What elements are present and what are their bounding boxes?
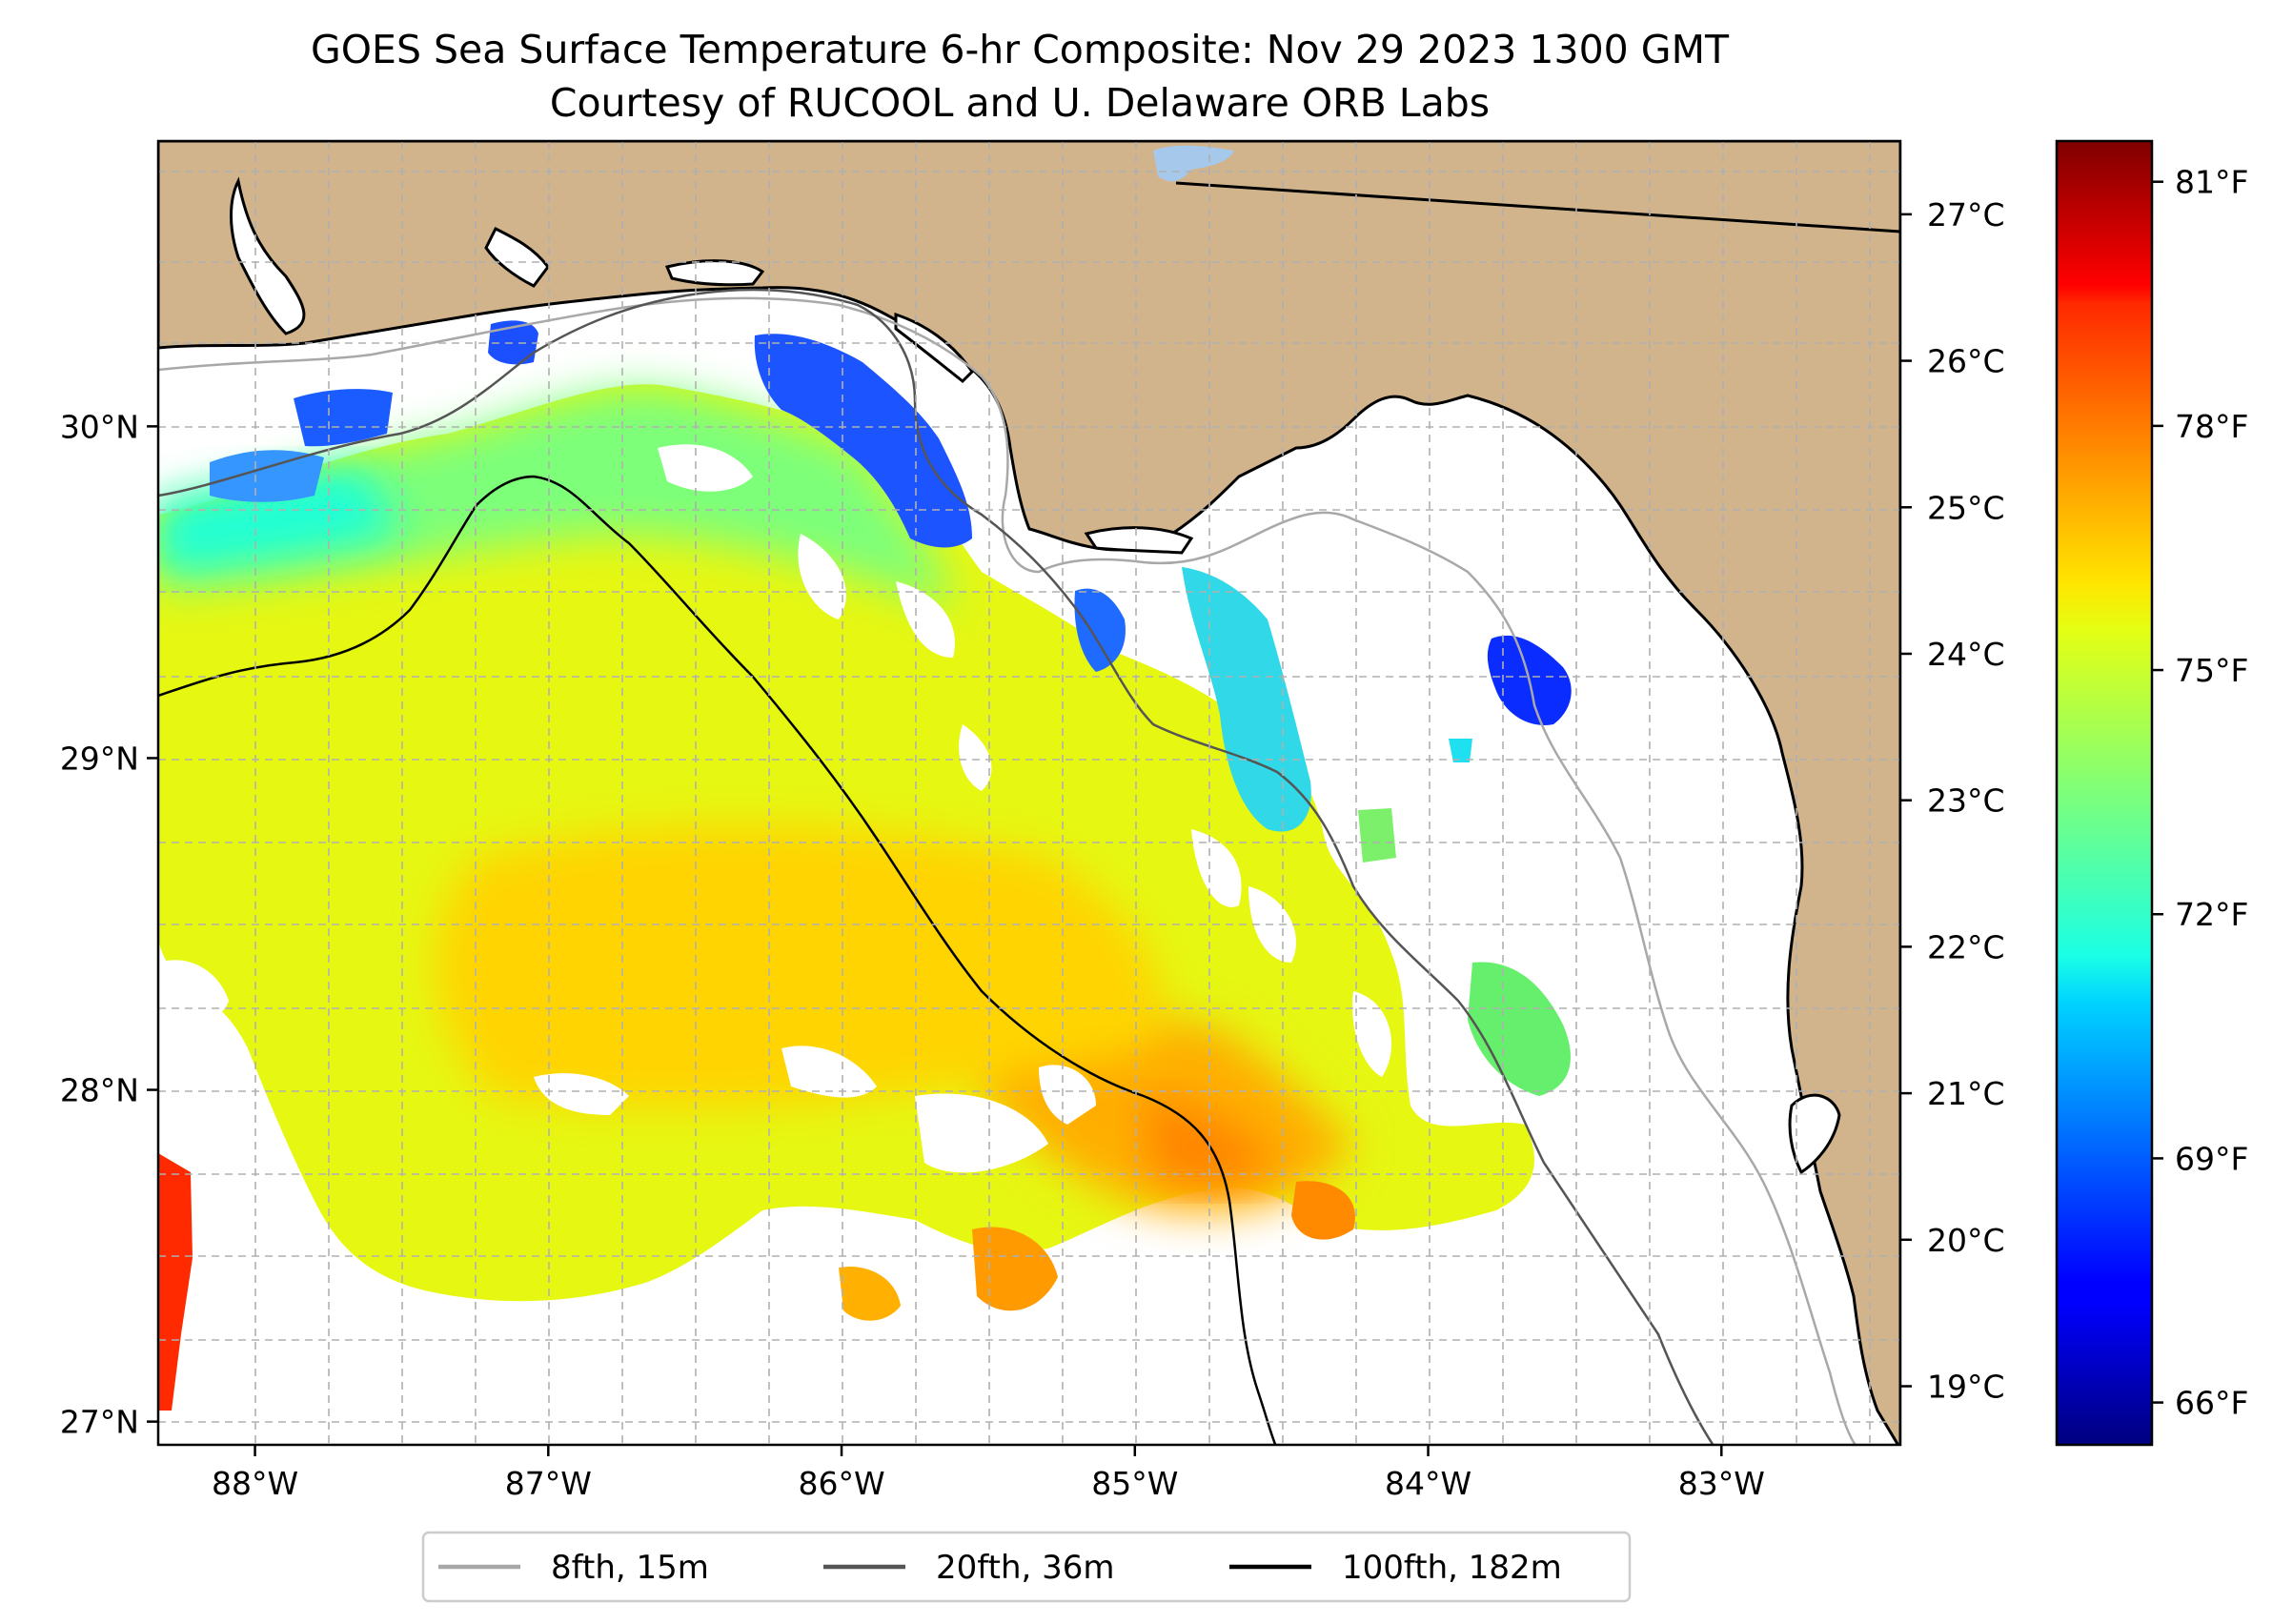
celsius-tick-label: 25°C xyxy=(1927,489,2005,526)
lat-tick-label: 30°N xyxy=(60,408,139,445)
lake xyxy=(1153,145,1234,182)
sst-red-edge xyxy=(158,1153,193,1411)
fahrenheit-tick-label: 72°F xyxy=(2175,896,2248,933)
colorbar: 19°C 20°C 21°C 22°C 23°C 24°C 25°C 26°C 27°C 66°… xyxy=(1900,139,2248,1447)
celsius-tick-label: 19°C xyxy=(1927,1369,2005,1406)
celsius-tick-label: 20°C xyxy=(1927,1222,2005,1259)
lat-tick-label: 29°N xyxy=(60,740,139,777)
sst-yellow-core xyxy=(436,825,1163,1107)
land-choctaw-bay xyxy=(664,259,765,287)
land-north-coast xyxy=(158,141,1900,1445)
longitude-axis: 88°W 87°W 86°W 85°W 84°W 83°W xyxy=(212,1445,1765,1502)
celsius-tick-label: 26°C xyxy=(1927,343,2005,380)
land-pensacola-bay xyxy=(484,226,550,288)
celsius-tick-label: 24°C xyxy=(1927,636,2005,673)
colorbar-gradient xyxy=(2055,139,2154,1447)
lon-tick-label: 84°W xyxy=(1385,1465,1471,1502)
celsius-tick-label: 21°C xyxy=(1927,1075,2005,1112)
sst-green-patch xyxy=(1468,962,1571,1096)
isobath-legend: 8fth, 15m 20fth, 36m 100fth, 182m xyxy=(421,1531,1632,1603)
isobaths xyxy=(158,288,1857,1445)
figure-title: GOES Sea Surface Temperature 6-hr Compos… xyxy=(311,27,1730,72)
sst-cold-mississippi xyxy=(210,450,324,502)
lon-tick-label: 87°W xyxy=(505,1465,592,1502)
isobath-182m xyxy=(158,475,1277,1445)
sst-cold-mobile xyxy=(294,389,393,447)
sst-cold-stgeorge xyxy=(1074,588,1126,672)
sst-blob-north xyxy=(158,389,953,610)
colorbar-fahrenheit-axis: 66°F 69°F 72°F 75°F 78°F 81°F xyxy=(2152,164,2248,1422)
sst-green-patch2 xyxy=(1358,808,1396,863)
state-border xyxy=(1175,181,1900,233)
grid xyxy=(158,141,1900,1445)
isobath-36m xyxy=(158,288,1715,1445)
fahrenheit-tick-label: 69°F xyxy=(2175,1140,2248,1177)
lat-tick-label: 28°N xyxy=(60,1072,139,1109)
sst-cyan-bigbend xyxy=(1182,567,1311,832)
fahrenheit-tick-label: 75°F xyxy=(2175,652,2248,689)
sst-cold-bay xyxy=(488,320,538,365)
sst-cold-pensacola xyxy=(754,334,972,548)
legend-label: 20fth, 36m xyxy=(936,1549,1115,1587)
celsius-tick-label: 27°C xyxy=(1927,196,2005,233)
lon-tick-label: 85°W xyxy=(1091,1465,1178,1502)
sst-frag-a xyxy=(839,1267,901,1321)
celsius-tick-label: 22°C xyxy=(1927,928,2005,965)
fahrenheit-tick-label: 78°F xyxy=(2175,408,2248,445)
sst-warm-core xyxy=(1144,1096,1277,1186)
land-mobile-bay xyxy=(230,176,306,335)
map-panel xyxy=(158,141,1900,1445)
map-frame xyxy=(156,139,1902,1447)
sst-frag-c xyxy=(1291,1181,1355,1240)
sst-cyan-west xyxy=(158,467,400,572)
lon-tick-label: 86°W xyxy=(798,1465,884,1502)
land-apalachicola xyxy=(1084,526,1194,555)
land-bay-notch xyxy=(1788,1093,1841,1175)
isobath-15m xyxy=(158,296,1857,1445)
latitude-axis: 27°N 28°N 29°N 30°N xyxy=(60,408,158,1441)
lat-tick-label: 27°N xyxy=(60,1404,139,1441)
land xyxy=(158,141,1900,1445)
lon-tick-label: 83°W xyxy=(1678,1465,1765,1502)
legend-box xyxy=(421,1531,1632,1603)
legend-label: 100fth, 182m xyxy=(1342,1549,1562,1587)
legend-label: 8fth, 15m xyxy=(551,1549,709,1587)
sst-cyan-dot xyxy=(1449,739,1472,762)
fahrenheit-tick-label: 81°F xyxy=(2175,164,2248,201)
lon-tick-label: 88°W xyxy=(212,1465,298,1502)
colorbar-celsius-axis: 19°C 20°C 21°C 22°C 23°C 24°C 25°C 26°C 27°C xyxy=(1900,196,2005,1406)
sst-frag-b xyxy=(972,1227,1058,1311)
figure-subtitle: Courtesy of RUCOOL and U. Delaware ORB L… xyxy=(550,80,1490,126)
fahrenheit-tick-label: 66°F xyxy=(2175,1385,2248,1422)
celsius-tick-label: 23°C xyxy=(1927,782,2005,820)
